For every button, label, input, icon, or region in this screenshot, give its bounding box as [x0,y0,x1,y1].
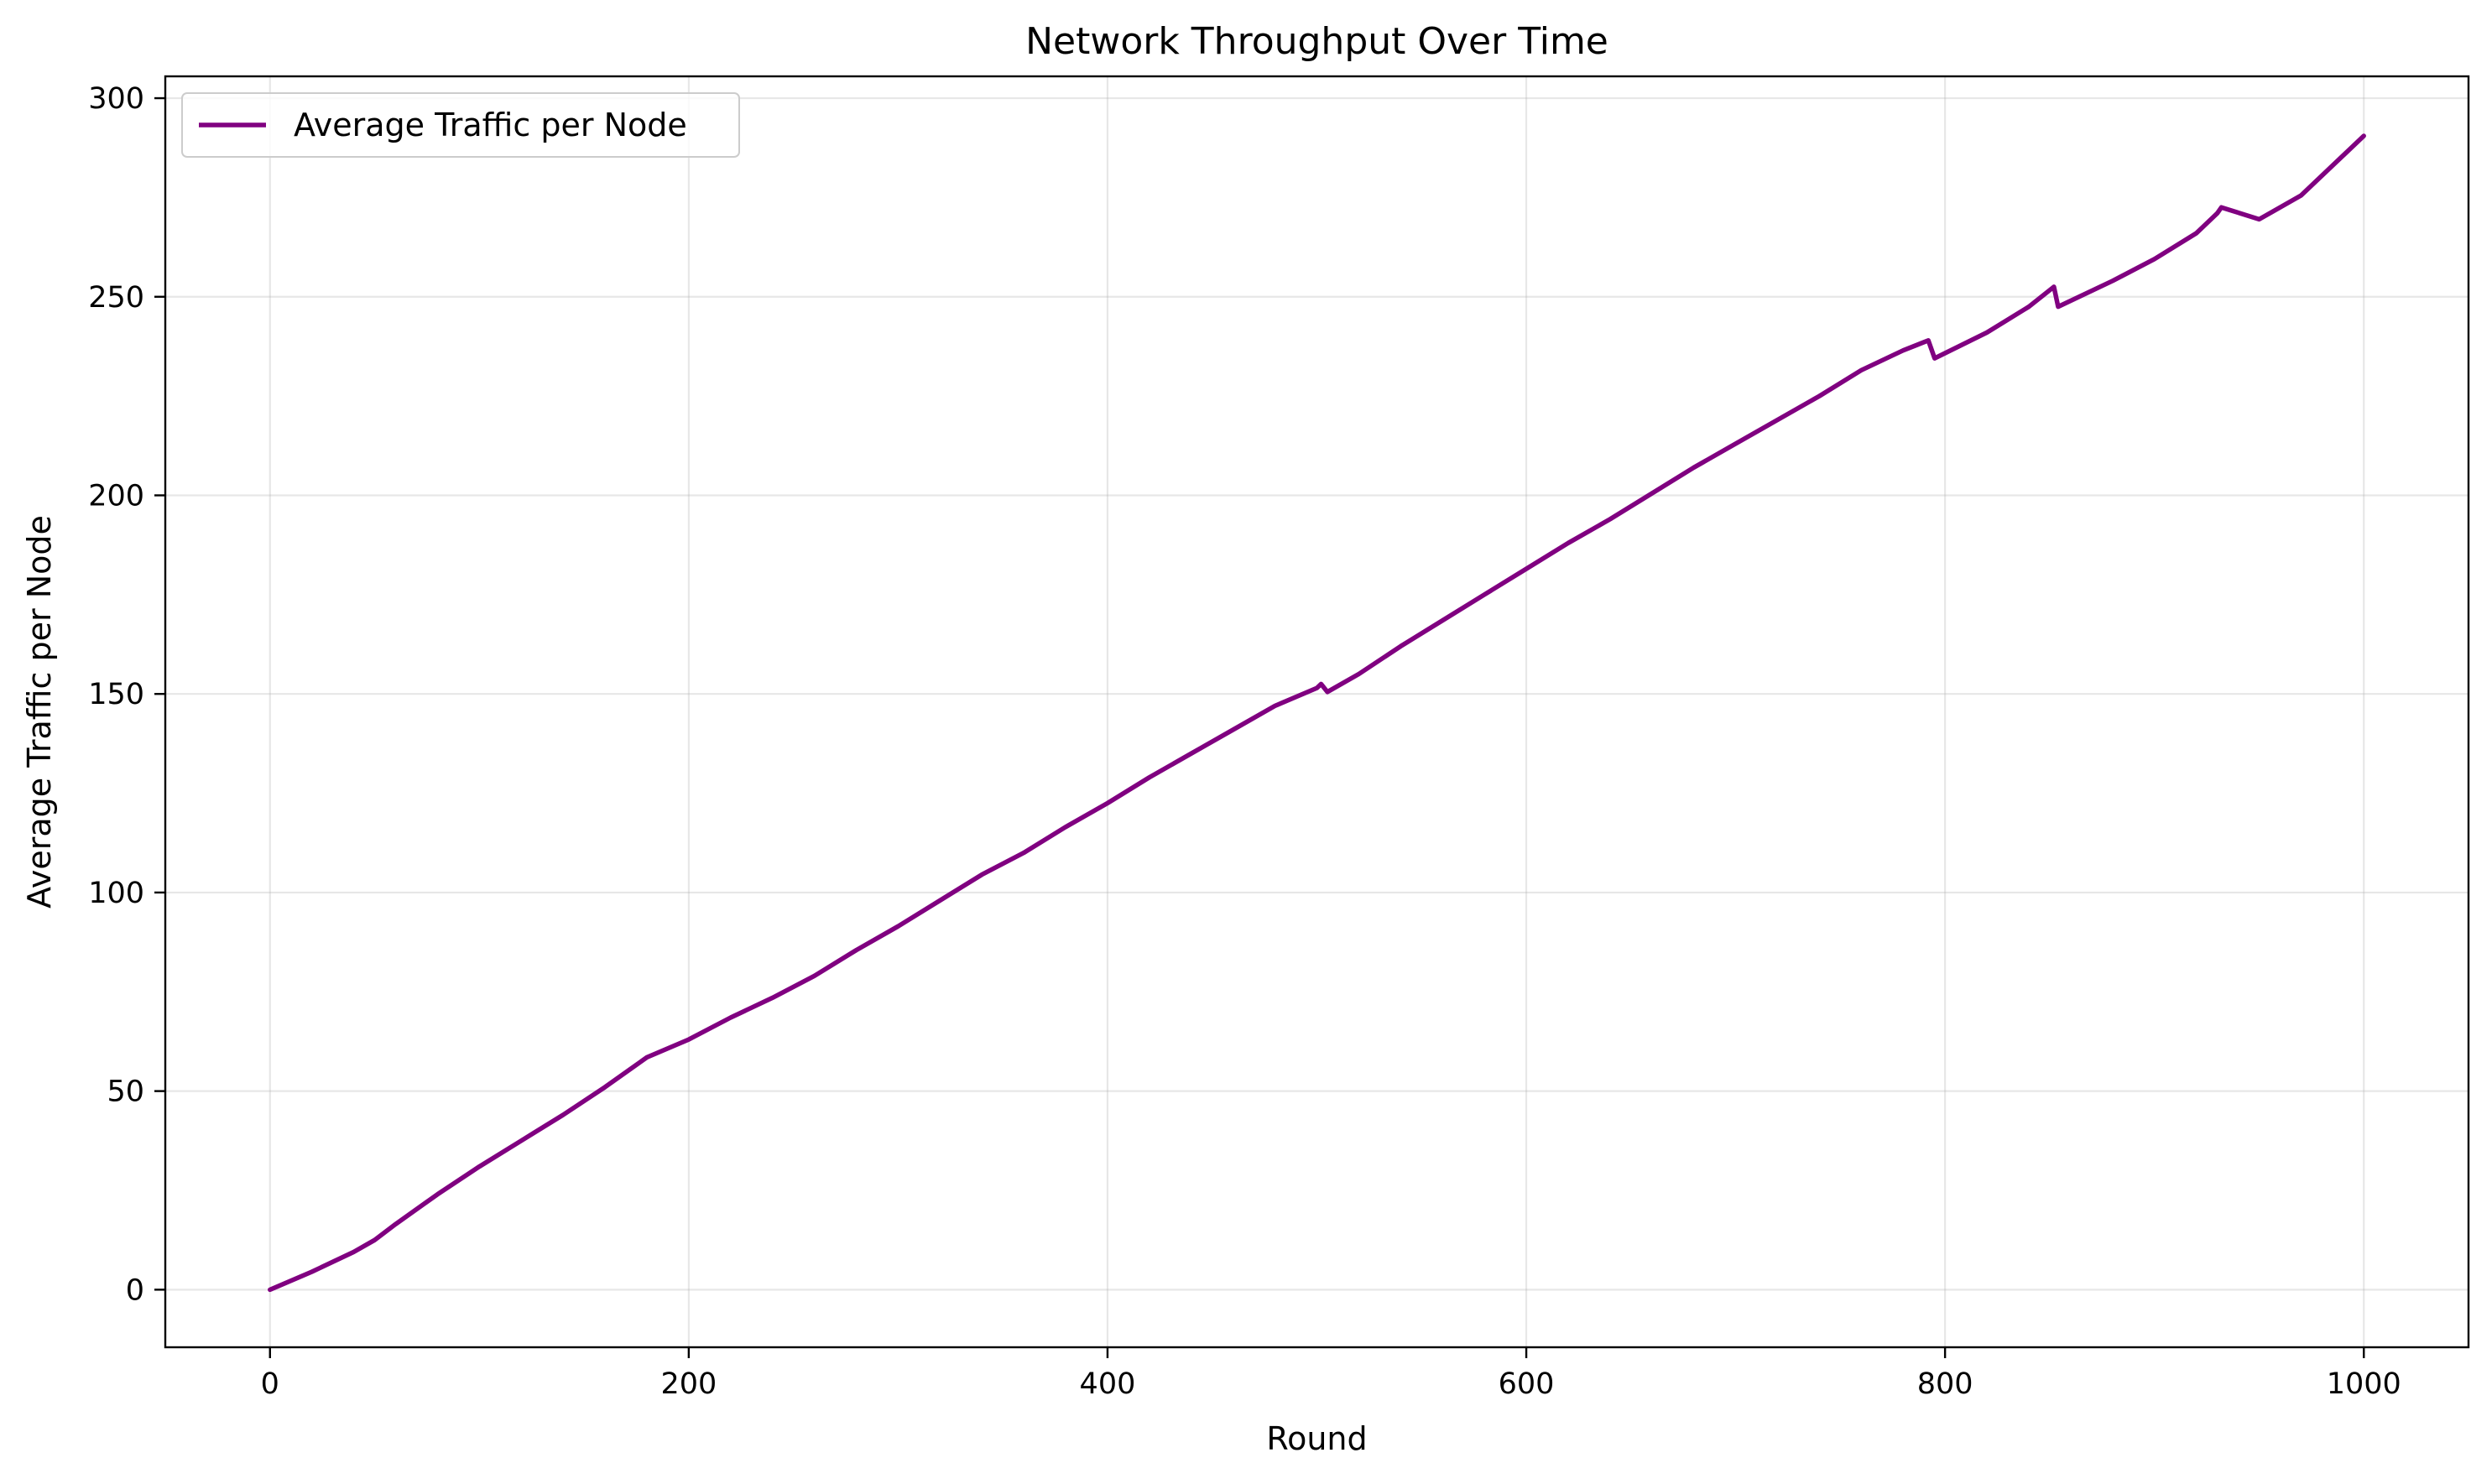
legend-label: Average Traffic per Node [294,107,687,143]
y-tick-label: 200 [88,479,144,513]
x-tick-label: 600 [1499,1367,1555,1401]
axes-frame [164,75,2470,1349]
y-axis-label: Average Traffic per Node [21,515,58,909]
chart-title: Network Throughput Over Time [1025,20,1608,63]
x-tick-label: 400 [1080,1367,1136,1401]
series-line-average-traffic [268,133,2366,1293]
series-layer [268,133,2366,1293]
x-tick-label: 800 [1917,1367,1973,1401]
y-tick-label: 250 [88,281,144,315]
x-tick-label: 1000 [2327,1367,2401,1401]
x-tick-label: 200 [660,1367,717,1401]
grid-layer [165,76,2469,1347]
legend: Average Traffic per Node [181,92,740,158]
x-tick-label: 0 [261,1367,279,1401]
tick-layer: 0 200 400 600 800 1000 0 50 100 150 200 250 300 [88,82,2401,1401]
legend-box [181,92,740,158]
x-axis-label: Round [1266,1420,1367,1457]
y-tick-label: 150 [88,678,144,711]
y-tick-label: 300 [88,82,144,116]
y-tick-label: 100 [88,877,144,910]
y-tick-label: 0 [126,1273,144,1307]
y-tick-label: 50 [107,1075,144,1109]
